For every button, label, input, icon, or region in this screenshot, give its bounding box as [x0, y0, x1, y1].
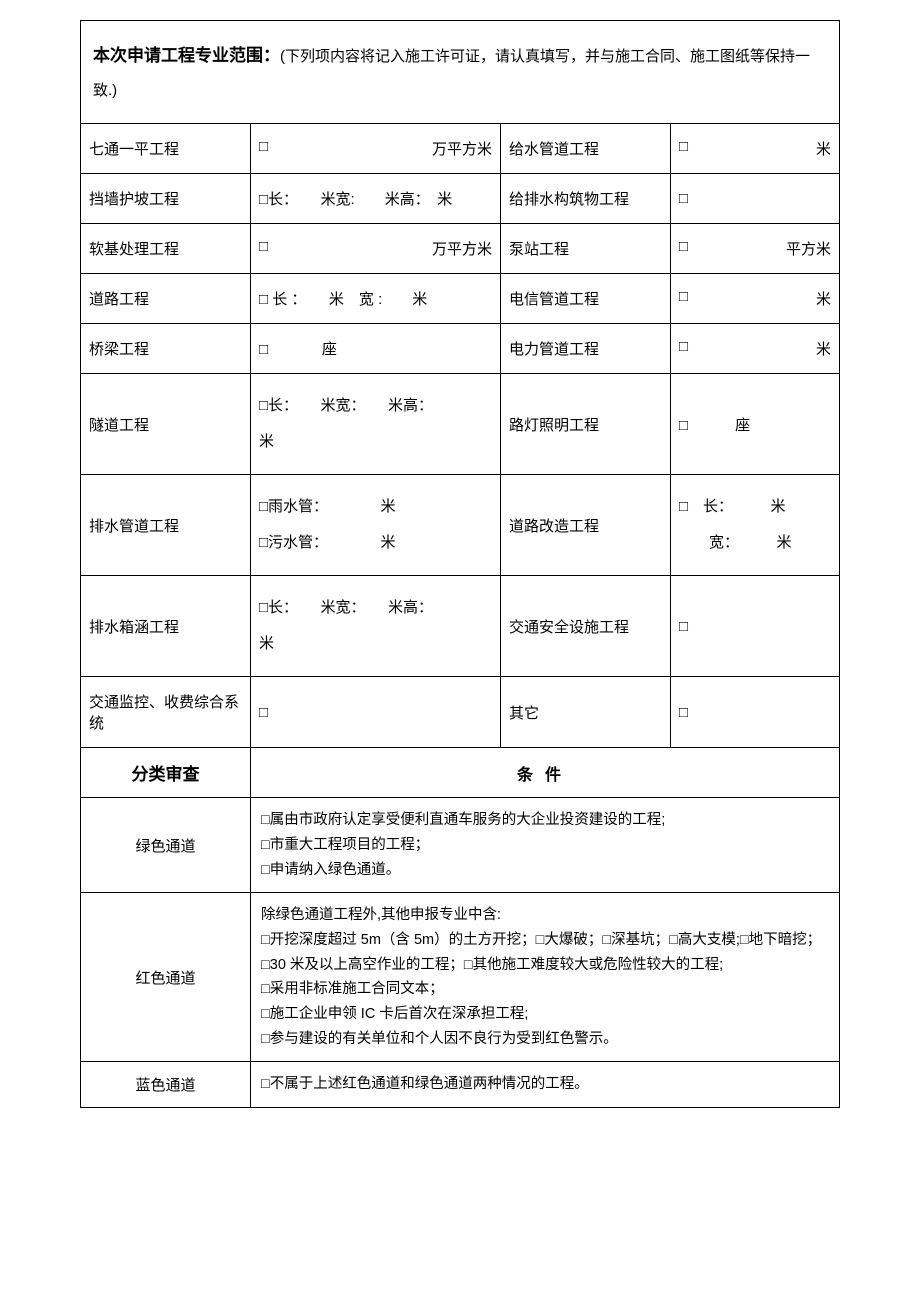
spec-line: □ 长： 米	[679, 489, 792, 525]
channel-body: □属由市政府认定享受便利直通车服务的大企业投资建设的工程;□市重大工程项目的工程…	[251, 798, 839, 892]
project-type-label: 七通一平工程	[81, 124, 251, 173]
checkbox-icon[interactable]: □	[259, 238, 268, 259]
project-spec-cell: □	[671, 576, 839, 676]
project-spec-cell: □	[251, 677, 501, 747]
spec-line: □长： 米宽： 米高：	[259, 590, 433, 626]
category-condition-header: 条件	[251, 748, 839, 797]
project-type-label: 挡墙护坡工程	[81, 174, 251, 223]
checkbox-icon[interactable]: □	[259, 704, 268, 721]
unit-label: 万平方米	[432, 138, 492, 159]
project-type-label: 给水管道工程	[501, 124, 671, 173]
checkbox-icon[interactable]: □	[679, 618, 688, 635]
unit-label: 米	[816, 338, 831, 359]
project-spec-cell: □	[671, 174, 839, 223]
project-spec-cell: □座	[671, 374, 839, 474]
unit-label: 平方米	[786, 238, 831, 259]
category-label: 分类审查	[81, 748, 251, 797]
checkbox-icon[interactable]: □	[679, 238, 688, 259]
project-type-label: 软基处理工程	[81, 224, 251, 273]
channel-label: 绿色通道	[81, 798, 251, 892]
project-spec-cell: □ 平方米	[671, 224, 839, 273]
table-row: 挡墙护坡工程□长： 米宽: 米高： 米给排水构筑物工程 □	[81, 174, 839, 224]
checkbox-icon[interactable]: □	[679, 338, 688, 359]
project-spec-cell: □米	[671, 124, 839, 173]
project-spec-cell: □雨水管： 米□污水管： 米	[251, 475, 501, 575]
table-row: 桥梁工程□座电力管道工程□米	[81, 324, 839, 374]
project-spec-cell: □ 长 ： 米 宽 : 米	[251, 274, 501, 323]
project-spec-cell: □ 万平方米	[251, 224, 501, 273]
project-spec-cell: □长： 米宽： 米高：米	[251, 576, 501, 676]
channel-row: 蓝色通道 □不属于上述红色通道和绿色通道两种情况的工程。	[81, 1062, 839, 1108]
project-type-label: 排水箱涵工程	[81, 576, 251, 676]
checkbox-icon[interactable]: □	[679, 190, 688, 207]
project-type-label: 桥梁工程	[81, 324, 251, 373]
project-spec-cell: □米	[671, 324, 839, 373]
channel-label: 蓝色通道	[81, 1062, 251, 1107]
form-container: 本次申请工程专业范围：(下列项内容将记入施工许可证，请认真填写，并与施工合同、施…	[80, 20, 840, 1108]
checkbox-icon[interactable]: □	[679, 704, 688, 721]
project-spec-cell: □ 万平方米	[251, 124, 501, 173]
table-row: 软基处理工程 □ 万平方米泵站工程 □ 平方米	[81, 224, 839, 274]
unit-label: 万平方米	[432, 238, 492, 259]
project-spec-cell: □长： 米宽: 米高： 米	[251, 174, 501, 223]
condition-line: □施工企业申领 IC 卡后首次在深承担工程;	[261, 1002, 829, 1027]
channel-row: 红色通道除绿色通道工程外,其他申报专业中含:□开挖深度超过 5m（含 5m）的土…	[81, 893, 839, 1062]
condition-line: □开挖深度超过 5m（含 5m）的土方开挖；□大爆破；□深基坑；□高大支模;□地…	[261, 928, 829, 977]
checkbox-icon[interactable]: □	[679, 138, 688, 159]
channel-label: 红色通道	[81, 893, 251, 1061]
spec-line: 宽： 米	[679, 525, 792, 561]
condition-line: □不属于上述红色通道和绿色通道两种情况的工程。	[261, 1072, 829, 1097]
checkbox-icon[interactable]: □	[259, 138, 268, 159]
table-row: 交通监控、收费综合系统 □ 其它 □	[81, 677, 839, 748]
spec-line: □雨水管： 米	[259, 489, 396, 525]
project-spec-cell: □米	[671, 274, 839, 323]
condition-line: □属由市政府认定享受便利直通车服务的大企业投资建设的工程;	[261, 808, 829, 833]
project-type-label: 路灯照明工程	[501, 374, 671, 474]
channel-body: 除绿色通道工程外,其他申报专业中含:□开挖深度超过 5m（含 5m）的土方开挖；…	[251, 893, 839, 1061]
channel-body: □不属于上述红色通道和绿色通道两种情况的工程。	[251, 1062, 839, 1107]
spec-line: 米	[259, 626, 433, 662]
spec-line: 米	[259, 424, 433, 460]
project-type-label: 电信管道工程	[501, 274, 671, 323]
project-spec-cell: □长： 米宽： 米高：米	[251, 374, 501, 474]
category-header-row: 分类审查 条件	[81, 748, 839, 798]
project-type-label: 道路工程	[81, 274, 251, 323]
table-row: 七通一平工程□万平方米给水管道工程□米	[81, 124, 839, 174]
checkbox-icon[interactable]: □	[679, 288, 688, 309]
condition-line: □参与建设的有关单位和个人因不良行为受到红色警示。	[261, 1027, 829, 1052]
condition-line: □申请纳入绿色通道。	[261, 858, 829, 883]
unit-label: 米	[816, 138, 831, 159]
project-type-label: 给排水构筑物工程	[501, 174, 671, 223]
header-title: 本次申请工程专业范围：	[93, 46, 280, 65]
project-spec-cell: □	[671, 677, 839, 747]
table-row: 排水箱涵工程□长： 米宽： 米高：米交通安全设施工程□	[81, 576, 839, 677]
project-spec-cell: □座	[251, 324, 501, 373]
channel-row: 绿色通道□属由市政府认定享受便利直通车服务的大企业投资建设的工程;□市重大工程项…	[81, 798, 839, 893]
project-type-label: 隧道工程	[81, 374, 251, 474]
spec-line: □长： 米宽： 米高：	[259, 388, 433, 424]
form-header: 本次申请工程专业范围：(下列项内容将记入施工许可证，请认真填写，并与施工合同、施…	[81, 21, 839, 124]
project-type-label: 其它	[501, 677, 671, 747]
table-row: 排水管道工程□雨水管： 米□污水管： 米道路改造工程□ 长： 米 宽： 米	[81, 475, 839, 576]
unit-label: 米	[816, 288, 831, 309]
spec-line: □污水管： 米	[259, 525, 396, 561]
project-type-label: 电力管道工程	[501, 324, 671, 373]
project-spec-cell: □ 长： 米 宽： 米	[671, 475, 839, 575]
project-type-label: 交通监控、收费综合系统	[81, 677, 251, 747]
condition-line: 除绿色通道工程外,其他申报专业中含:	[261, 903, 829, 928]
table-row: 隧道工程□长： 米宽： 米高：米路灯照明工程□座	[81, 374, 839, 475]
condition-line: □市重大工程项目的工程；	[261, 833, 829, 858]
project-type-label: 排水管道工程	[81, 475, 251, 575]
project-type-label: 交通安全设施工程	[501, 576, 671, 676]
project-type-label: 泵站工程	[501, 224, 671, 273]
condition-line: □采用非标准施工合同文本；	[261, 977, 829, 1002]
project-type-label: 道路改造工程	[501, 475, 671, 575]
table-row: 道路工程□ 长 ： 米 宽 : 米电信管道工程□米	[81, 274, 839, 324]
